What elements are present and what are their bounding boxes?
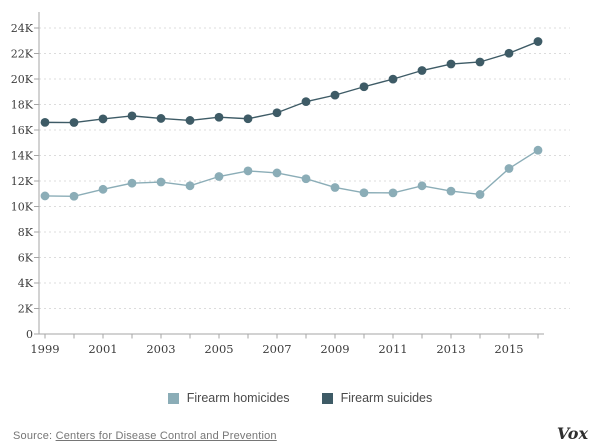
x-tick-label: 2009 — [320, 342, 349, 356]
legend-label-homicides: Firearm homicides — [186, 391, 290, 405]
data-point — [504, 48, 514, 58]
x-tick-label: 2003 — [146, 342, 175, 356]
data-point — [272, 168, 282, 178]
y-tick-label: 16K — [11, 124, 34, 137]
data-point — [388, 74, 398, 84]
y-tick-label: 10K — [11, 200, 34, 213]
data-point — [69, 191, 79, 201]
data-point — [156, 177, 166, 187]
chart-footer: Source: Centers for Disease Control and … — [13, 424, 588, 443]
chart-legend: Firearm homicides Firearm suicides — [0, 391, 600, 405]
data-point — [127, 111, 137, 121]
data-point — [40, 117, 50, 127]
data-point — [185, 181, 195, 191]
y-tick-label: 18K — [11, 98, 34, 111]
data-point — [214, 172, 224, 181]
data-point — [301, 97, 311, 107]
y-tick-label: 4K — [18, 277, 34, 290]
series-line — [44, 149, 539, 197]
data-point — [446, 186, 456, 196]
data-point — [533, 145, 543, 155]
data-point — [98, 114, 108, 124]
y-tick-label: 20K — [11, 73, 34, 86]
data-point — [185, 116, 195, 125]
y-tick-label: 24K — [11, 22, 34, 35]
x-tick-label: 2015 — [494, 342, 523, 356]
x-tick-label: 2011 — [378, 342, 407, 356]
data-point — [156, 114, 166, 123]
y-tick-label: 12K — [11, 175, 34, 188]
y-tick-label: 22K — [11, 47, 34, 60]
homicides-swatch-icon — [167, 392, 179, 404]
x-tick-label: 2005 — [204, 342, 233, 356]
data-point — [272, 108, 282, 118]
source-link[interactable]: Centers for Disease Control and Preventi… — [55, 430, 277, 442]
x-tick-label: 2007 — [262, 342, 291, 356]
legend-item-suicides: Firearm suicides — [321, 391, 433, 405]
data-point — [359, 82, 369, 92]
data-point — [40, 191, 50, 201]
vox-logo: Vox — [556, 424, 588, 443]
data-point — [69, 118, 79, 127]
y-tick-label: 2K — [18, 302, 34, 315]
source-line: Source: Centers for Disease Control and … — [13, 430, 277, 442]
firearm-deaths-line-chart: 0 2K 4K 6K 8K 10K 12K 14K 16K 18K 20K 22K 24K 1999 200… — [11, 12, 570, 356]
x-tick-label: 2001 — [88, 342, 117, 356]
data-point — [533, 37, 543, 46]
source-prefix: Source: — [13, 430, 53, 442]
suicides-swatch-icon — [321, 392, 333, 404]
y-tick-label: 6K — [18, 251, 34, 264]
data-point — [243, 114, 253, 124]
data-point — [388, 188, 398, 198]
data-point — [301, 174, 311, 184]
x-tick-label: 2013 — [436, 342, 465, 356]
data-point — [214, 112, 224, 122]
chart-canvas: 0 2K 4K 6K 8K 10K 12K 14K 16K 18K 20K 22K 24K 1999 200… — [11, 12, 570, 356]
data-point — [446, 59, 456, 69]
y-tick-label: 8K — [18, 226, 34, 239]
y-tick-label: 0 — [26, 328, 33, 341]
data-point — [243, 166, 253, 176]
data-point — [504, 164, 514, 173]
data-point — [475, 57, 485, 67]
legend-item-homicides: Firearm homicides — [167, 391, 290, 405]
legend-label-suicides: Firearm suicides — [340, 391, 433, 405]
data-point — [98, 184, 108, 194]
data-point — [475, 190, 485, 199]
y-tick-label: 14K — [11, 149, 34, 162]
data-point — [417, 181, 427, 191]
data-point — [330, 90, 340, 100]
data-point — [330, 183, 340, 192]
series-line — [44, 40, 539, 124]
data-point — [127, 178, 137, 188]
data-point — [359, 188, 369, 198]
data-point — [417, 66, 427, 75]
x-tick-label: 1999 — [30, 342, 59, 356]
